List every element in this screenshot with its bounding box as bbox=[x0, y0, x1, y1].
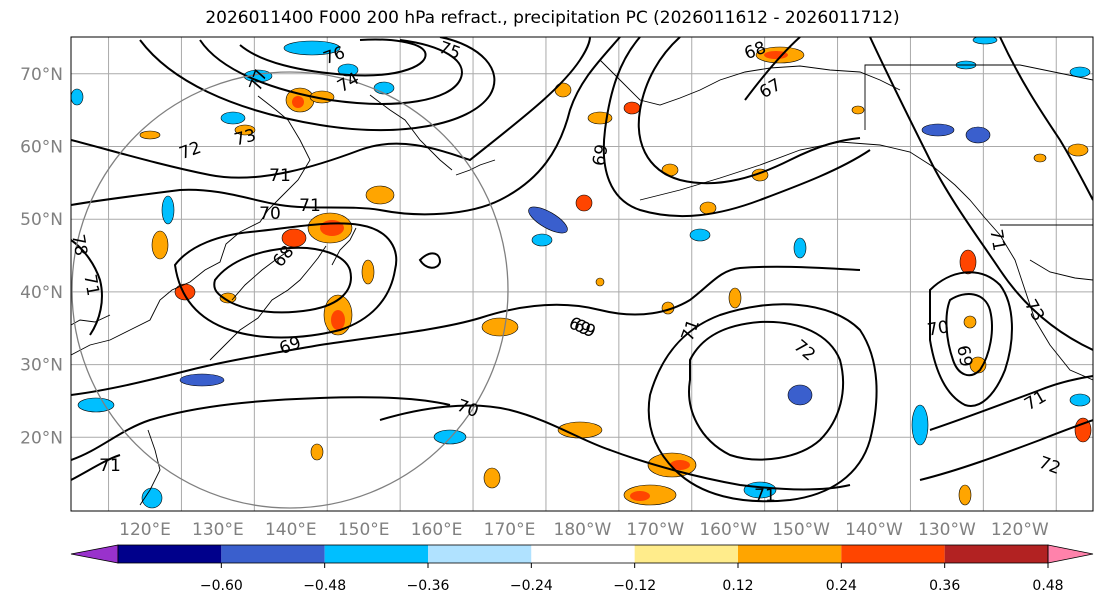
map-frame bbox=[70, 36, 1094, 512]
colorbar-tick-label: −0.24 bbox=[510, 578, 553, 594]
colorbar bbox=[70, 544, 1094, 564]
lon-label: 150°E bbox=[338, 520, 390, 540]
contour-label: 69 bbox=[952, 344, 975, 369]
map-title: 2026011400 F000 200 hPa refract., precip… bbox=[205, 8, 900, 28]
contour-label: 71 bbox=[754, 486, 776, 506]
lon-label: 130°W bbox=[918, 520, 976, 540]
contour-label: 71 bbox=[299, 196, 321, 216]
contour-label: 71 bbox=[79, 273, 102, 298]
colorbar-tick-label: 0.48 bbox=[1032, 578, 1063, 594]
contour-label: 78 bbox=[67, 233, 90, 258]
lon-label: 180°W bbox=[554, 520, 612, 540]
colorbar-segment bbox=[70, 544, 119, 564]
radius-circle bbox=[71, 71, 509, 509]
contour-label: 71 bbox=[985, 228, 1008, 253]
colorbar-tick-label: 0.12 bbox=[722, 578, 753, 594]
lat-label: 40°N bbox=[20, 283, 63, 303]
colorbar-segment bbox=[841, 545, 945, 563]
colorbar-segment bbox=[1047, 544, 1094, 564]
colorbar-segment bbox=[118, 545, 222, 563]
colorbar-segment bbox=[738, 545, 842, 563]
colorbar-segment bbox=[634, 545, 738, 563]
contour-label: 71 bbox=[99, 456, 121, 476]
lon-label: 170°W bbox=[626, 520, 684, 540]
colorbar-tick-label: 0.36 bbox=[929, 578, 960, 594]
colorbar-segment bbox=[531, 545, 635, 563]
colorbar-tick-label: −0.36 bbox=[407, 578, 450, 594]
colorbar-segment bbox=[944, 545, 1048, 563]
colorbar-tick-label: −0.60 bbox=[200, 578, 243, 594]
contour-label: 69 bbox=[589, 143, 612, 168]
coastlines bbox=[71, 59, 1093, 506]
contour-label: 70 bbox=[259, 204, 281, 224]
lon-label: 140°E bbox=[265, 520, 317, 540]
lon-label: 130°E bbox=[192, 520, 244, 540]
precipitation-shading bbox=[71, 37, 1092, 509]
lat-label: 70°N bbox=[20, 65, 63, 85]
lon-label: 120°W bbox=[991, 520, 1049, 540]
refractivity-contours bbox=[71, 37, 1093, 503]
lon-label: 150°W bbox=[772, 520, 830, 540]
colorbar-tick-label: −0.12 bbox=[613, 578, 656, 594]
lon-label: 120°E bbox=[119, 520, 171, 540]
colorbar-tick-label: 0.24 bbox=[826, 578, 857, 594]
contour-label: 71 bbox=[269, 166, 291, 186]
gridlines bbox=[71, 37, 1093, 511]
colorbar-segment bbox=[324, 545, 428, 563]
contour-label: 70 bbox=[926, 317, 951, 340]
lon-label: 160°W bbox=[699, 520, 757, 540]
lat-label: 30°N bbox=[20, 356, 63, 376]
colorbar-segment bbox=[428, 545, 532, 563]
lon-label: 140°W bbox=[845, 520, 903, 540]
lat-label: 60°N bbox=[20, 138, 63, 158]
lat-label: 50°N bbox=[20, 210, 63, 230]
lon-label: 160°E bbox=[411, 520, 463, 540]
colorbar-segment bbox=[221, 545, 325, 563]
lon-label: 170°E bbox=[484, 520, 536, 540]
colorbar-tick-label: −0.48 bbox=[303, 578, 346, 594]
lat-label: 20°N bbox=[20, 428, 63, 448]
